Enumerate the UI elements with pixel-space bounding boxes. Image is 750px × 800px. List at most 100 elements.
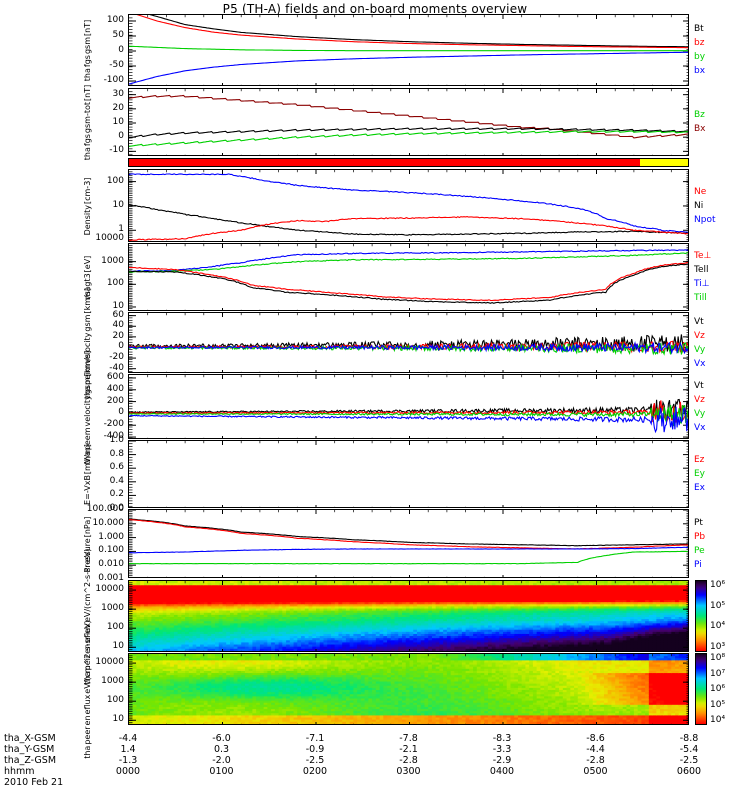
ytick-label: 60 (112, 309, 124, 320)
colorbar-tick-label: 10³ (710, 642, 726, 652)
xaxis-row-label-tha_YGSM: tha_Y-GSM (4, 744, 55, 755)
panel-plot-area (129, 89, 688, 155)
ytick-label: -100 (103, 75, 124, 85)
xaxis-tick-value: -3.3 (492, 744, 512, 755)
ytick-label: 600 (106, 371, 124, 382)
panel-plot-area (129, 15, 688, 85)
colorbar-tick-label: 10⁵ (710, 600, 726, 611)
statusbar-segment-0 (129, 159, 641, 166)
y-axis-label-fgs-gsm: tha fgs gsm [nT] (82, 19, 92, 82)
panel-plot-area (129, 581, 688, 651)
legend-item-Vx: Vx (694, 422, 706, 433)
colorbar-tick-label: 10⁶ (710, 684, 726, 694)
legend-item-Vz: Vz (694, 394, 705, 405)
xaxis-tick-value: 0400 (489, 766, 515, 777)
y-axis-label-peer-spectrogram: tha peer en eflux eV/(cm^2-s-sr-eV) (82, 620, 92, 759)
xaxis-tick-value: -2.0 (212, 755, 231, 766)
legend-item-Pb: Pb (694, 531, 706, 542)
ytick-label: 50 (112, 30, 124, 40)
ytick-label: 1000 (101, 255, 124, 266)
legend-item-Ez: Ez (694, 455, 705, 465)
panel-plot-area (129, 375, 688, 438)
ytick-label: 10000 (95, 657, 124, 668)
panel-peem-velocity (128, 374, 689, 439)
ytick-label: 0 (118, 45, 124, 55)
ytick-label: 0 (118, 341, 124, 352)
xaxis-tick-value: -4.4 (118, 733, 138, 744)
colorbar-tick-label: 10⁷ (710, 668, 726, 679)
xaxis-tick-value: -2.8 (586, 755, 605, 766)
ytick-label: 0.010 (98, 559, 124, 570)
ytick-label: 100 (106, 695, 124, 706)
xaxis-tick-value: -2.5 (305, 755, 325, 766)
panel-plot-area (129, 510, 688, 577)
panel-pressure (128, 509, 689, 578)
legend-item-Bt: Bt (694, 24, 704, 34)
xaxis-tick-value: -4.4 (586, 744, 605, 755)
ytick-label: 1.0 (109, 435, 124, 445)
xaxis-tick-value: 0300 (396, 766, 421, 777)
ytick-label: 0.4 (109, 475, 124, 486)
legend-item-Vz: Vz (694, 330, 705, 341)
legend-item-Pi: Pi (694, 559, 702, 570)
xaxis-row-label-tha_XGSM: tha_X-GSM (4, 733, 56, 744)
xaxis-row-label-tha_ZGSM: tha_Z-GSM (4, 755, 57, 766)
ytick-label: 10 (112, 714, 124, 725)
ytick-label: 40 (112, 320, 124, 331)
legend-item-Vy: Vy (694, 344, 706, 355)
panel-peer-spectrogram (128, 653, 689, 725)
colorbar-peir-spectrogram (695, 580, 707, 652)
ytick-label: 10 (112, 300, 124, 311)
panel-efield (128, 440, 689, 508)
xaxis-tick-value: -1.3 (118, 755, 138, 766)
legend-item-Ex: Ex (694, 483, 706, 493)
xaxis-tick-value: -2.1 (399, 744, 418, 755)
ytick-label: 1 (118, 224, 124, 235)
panel-plot-area (129, 654, 688, 724)
legend-item-Till: Till (694, 293, 707, 303)
legend-item-bz: bz (694, 38, 705, 48)
ytick-label: 200 (106, 395, 124, 406)
xaxis-tick-value: 0100 (209, 766, 234, 777)
colorbar-tick-label: 10⁵ (710, 699, 726, 710)
xaxis-tick-value: -8.8 (679, 733, 699, 744)
ytick-label: 0.001 (98, 573, 124, 583)
legend-item-Vx: Vx (694, 358, 706, 369)
xaxis-tick-value: -8.6 (586, 733, 605, 744)
xaxis-tick-value: 1.4 (120, 744, 136, 755)
panel-plot-area (129, 441, 688, 507)
legend-item-Vy: Vy (694, 408, 706, 419)
legend-item-Ne: Ne (694, 186, 707, 197)
panel-plot-area (129, 313, 688, 372)
xaxis-row-label-hhmm: hhmm (4, 766, 35, 777)
legend-item-Ni: Ni (694, 200, 704, 211)
ytick-label: 1000 (101, 676, 124, 687)
panel-plot-area (129, 244, 688, 310)
legend-item-Pe: Pe (694, 545, 705, 556)
ytick-label: -200 (103, 419, 124, 430)
ytick-label: -40 (109, 362, 124, 373)
legend-item-by: by (694, 52, 706, 62)
panel-peir-spectrogram (128, 580, 689, 652)
legend-item-bx: bx (694, 66, 706, 76)
legend-item-Tell: Tell (694, 265, 709, 275)
xaxis-tick-value: -7.8 (399, 733, 418, 744)
y-axis-label-density: Density [cm-3] (82, 177, 92, 235)
xaxis-tick-value: 0600 (676, 766, 702, 777)
ytick-label: 10000 (95, 232, 124, 243)
ytick-label: 10.000 (92, 517, 125, 528)
ytick-label: -400 (103, 431, 124, 442)
ytick-label: 20 (112, 330, 124, 341)
legend-item-Vt: Vt (694, 316, 704, 327)
panel-peim-velocity (128, 312, 689, 373)
panel-magt3 (128, 243, 689, 311)
ytick-label: 400 (106, 383, 124, 394)
date-label: 2010 Feb 21 (4, 777, 64, 788)
y-axis-label-peem-velocity: tha peem velocity gsm [km/s] (82, 350, 92, 464)
colorbar-peer-spectrogram (695, 653, 707, 725)
panel-density (128, 169, 689, 242)
legend-item-Vt: Vt (694, 380, 704, 391)
ytick-label: 0 (118, 407, 124, 418)
legend-item-Ti: Ti⊥ (694, 279, 710, 289)
panel-plot-area (129, 170, 688, 241)
